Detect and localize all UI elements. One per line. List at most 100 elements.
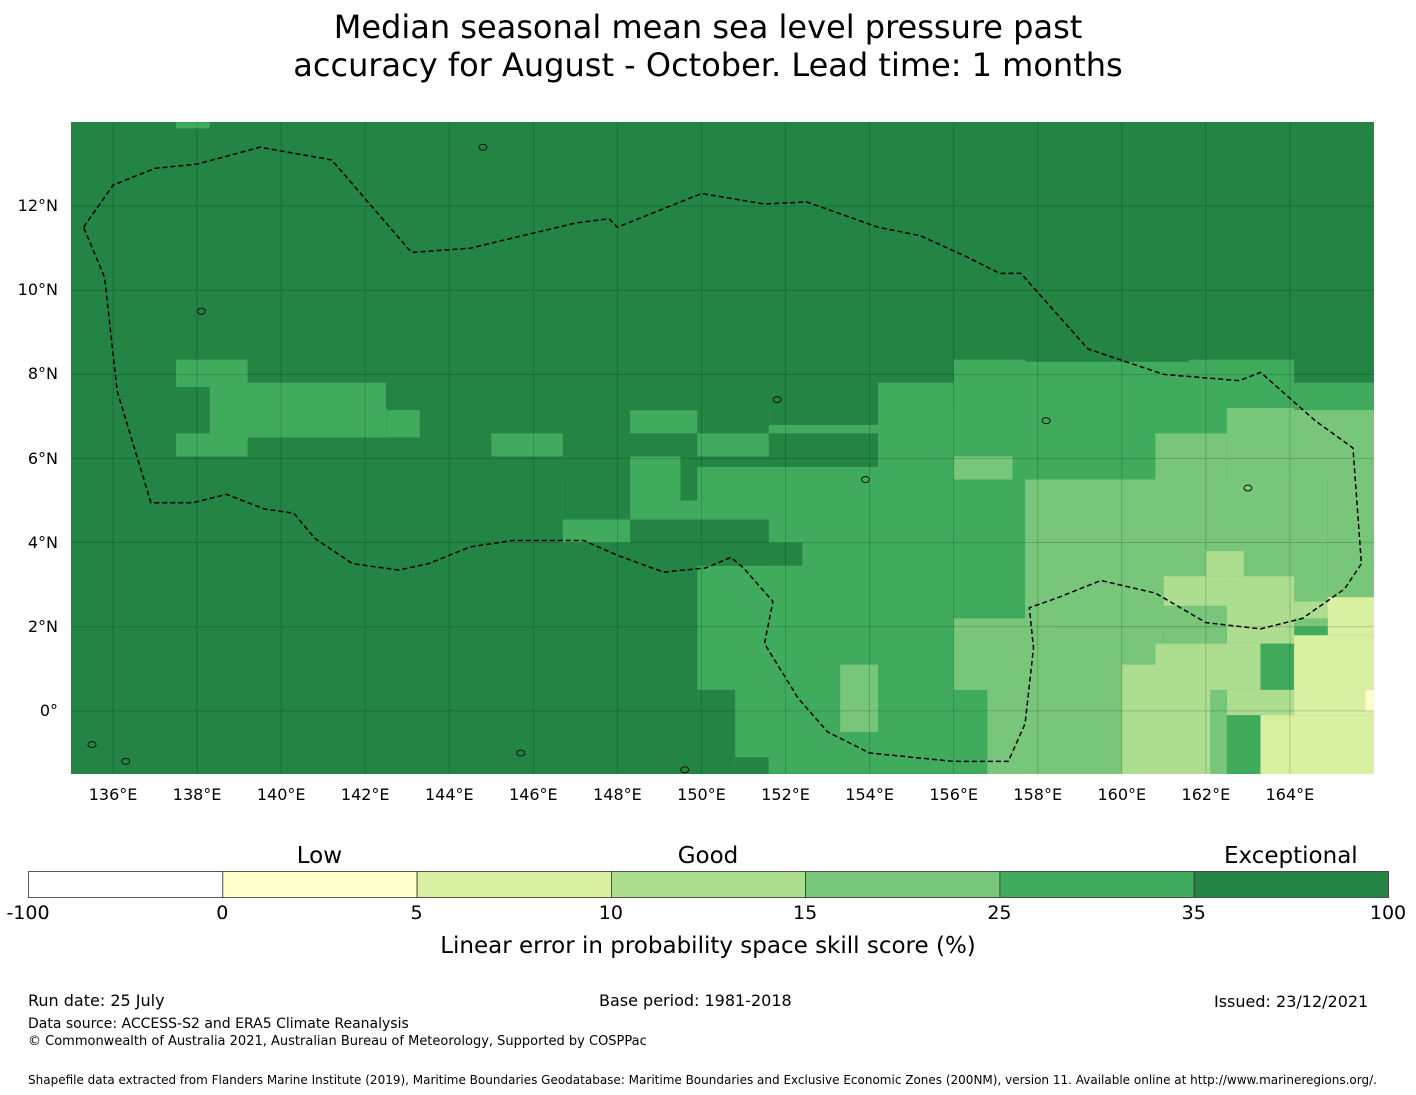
skill-cell	[1155, 643, 1261, 690]
skill-cell	[680, 456, 698, 501]
eez-boundary	[82, 146, 1363, 763]
issued-date: Issued: 23/12/2021	[1214, 992, 1369, 1011]
colorbar-tick-label: 15	[793, 902, 818, 924]
colorbar-tick-label: 5	[410, 902, 423, 924]
island-outline	[516, 749, 526, 757]
longitude-label: 156°E	[929, 785, 978, 804]
skill-cell	[1155, 433, 1227, 480]
longitude-label: 140°E	[256, 785, 306, 804]
skill-cell	[176, 433, 248, 457]
colorbar-title: Linear error in probability space skill …	[440, 933, 976, 959]
skill-cell	[1205, 551, 1244, 577]
skill-cell	[1260, 715, 1374, 774]
longitude-label: 150°E	[677, 785, 726, 804]
skill-cell	[697, 433, 769, 457]
skill-cell	[491, 433, 563, 457]
skill-cell	[953, 359, 1026, 411]
skill-cell	[697, 519, 769, 566]
colorbar	[28, 871, 1389, 898]
longitude-label: 144°E	[424, 785, 474, 804]
map-title: Median seasonal mean sea level pressure …	[0, 8, 1416, 84]
skill-cell	[735, 757, 769, 774]
island-outline	[478, 143, 488, 151]
island-outline	[87, 741, 97, 749]
shapefile-credit: Shapefile data extracted from Flanders M…	[28, 1073, 1377, 1087]
skill-cell	[840, 664, 878, 732]
longitude-label: 158°E	[1013, 785, 1063, 804]
colorbar-tick-label: 0	[216, 902, 229, 924]
longitude-label: 138°E	[172, 785, 222, 804]
latitude-label: 2°N	[27, 616, 58, 636]
title-line-2: accuracy for August - October. Lead time…	[293, 46, 1123, 84]
map-gridlines	[71, 122, 1374, 774]
skill-cell	[878, 382, 954, 411]
category-label: Good	[677, 843, 739, 869]
latitude-label: 6°N	[27, 448, 58, 468]
longitude-label: 142°E	[340, 785, 390, 804]
colorbar-tick-label: 25	[987, 902, 1012, 924]
colorbar-bin	[611, 871, 807, 898]
skill-cell	[176, 359, 248, 387]
island-outline	[1243, 484, 1253, 492]
skill-cell	[1025, 361, 1189, 411]
skill-cell	[1226, 408, 1295, 480]
island-outline	[1041, 417, 1051, 425]
data-source: Data source: ACCESS-S2 and ERA5 Climate …	[28, 1016, 409, 1032]
island-outline	[860, 476, 870, 484]
title-line-1: Median seasonal mean sea level pressure …	[333, 8, 1083, 46]
skill-cell	[562, 519, 631, 543]
skill-cell	[209, 382, 387, 438]
latitude-label: 10°N	[17, 280, 58, 300]
skill-cell	[1327, 479, 1374, 602]
base-period: Base period: 1981-2018	[599, 991, 792, 1010]
colorbar-tick-label: -100	[6, 902, 50, 924]
run-date: Run date: 25 July	[28, 991, 165, 1010]
latitude-label: 4°N	[27, 532, 58, 552]
skill-cell	[953, 456, 1013, 480]
longitude-label: 160°E	[1097, 785, 1147, 804]
skill-cell	[630, 618, 698, 774]
skill-cell	[630, 395, 769, 411]
colorbar-tick-label: 10	[598, 902, 623, 924]
skill-cell	[386, 408, 420, 438]
longitude-label: 146°E	[509, 785, 558, 804]
latitude-label: 8°N	[27, 364, 58, 384]
skill-cell	[1294, 382, 1374, 411]
colorbar-bin	[28, 871, 224, 898]
skill-map	[71, 122, 1374, 774]
skill-cell	[987, 689, 1026, 774]
island-outline	[772, 396, 782, 404]
colorbar-bin	[805, 871, 1001, 898]
skill-cell	[630, 546, 698, 619]
skill-cell	[1226, 576, 1295, 644]
longitude-label: 154°E	[845, 785, 894, 804]
category-label: Low	[296, 843, 343, 869]
colorbar-bin	[416, 871, 612, 898]
colorbar-tick-label: 100	[1369, 902, 1407, 924]
skill-cell	[1163, 576, 1227, 606]
longitude-label: 148°E	[593, 785, 642, 804]
skill-cells	[71, 122, 1374, 774]
latitude-label: 12°N	[17, 196, 58, 216]
skill-cell	[1327, 597, 1374, 636]
longitude-label: 162°E	[1181, 785, 1231, 804]
skill-cell	[630, 456, 681, 480]
longitude-label: 164°E	[1265, 785, 1315, 804]
skill-cell	[1294, 635, 1374, 716]
skill-cell	[1365, 689, 1374, 711]
skill-cell	[562, 479, 631, 520]
latitude-label: 0°	[39, 700, 58, 720]
copyright: © Commonwealth of Australia 2021, Austra…	[28, 1034, 647, 1049]
skill-cell	[768, 542, 803, 566]
colorbar-bin	[999, 871, 1195, 898]
skill-cell	[697, 689, 736, 774]
island-outline	[680, 766, 690, 774]
skill-cell	[1189, 359, 1295, 411]
islands	[87, 143, 1253, 774]
island-outline	[196, 307, 206, 315]
skill-cell	[562, 546, 631, 644]
skill-cell	[176, 122, 210, 129]
longitude-label: 136°E	[88, 785, 138, 804]
colorbar-tick-label: 35	[1181, 902, 1206, 924]
colorbar-bin	[1193, 871, 1389, 898]
